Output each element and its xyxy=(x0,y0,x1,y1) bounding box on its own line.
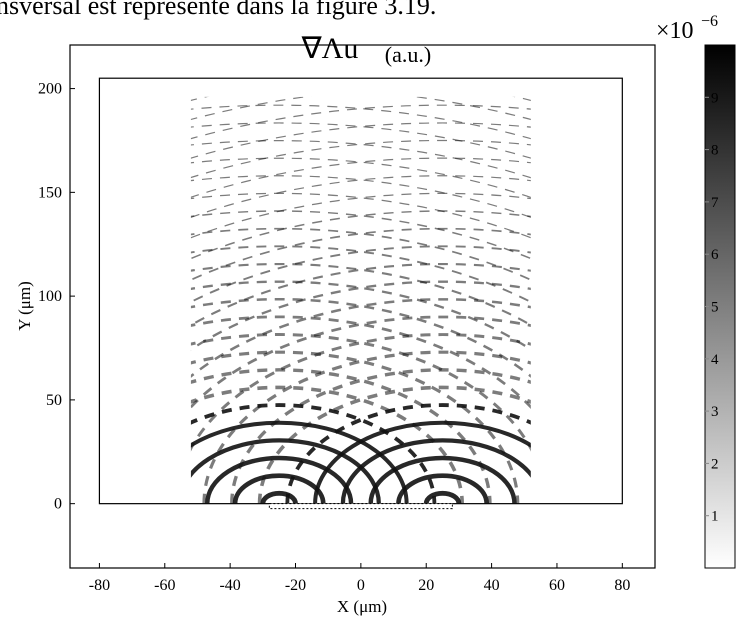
wavefront xyxy=(190,157,531,198)
chart-title: ∇Λu xyxy=(301,32,359,65)
wavefront xyxy=(190,315,531,410)
wavefront xyxy=(190,297,531,378)
x-tick-label: -80 xyxy=(89,577,110,594)
wavefront xyxy=(190,420,409,504)
wavefront xyxy=(412,96,531,121)
wavefront xyxy=(190,192,531,239)
wavefront xyxy=(190,350,520,504)
colorbar-tick-label: 9 xyxy=(711,90,719,106)
wavefront xyxy=(190,280,531,352)
plot-area xyxy=(69,44,656,569)
wavefront xyxy=(232,473,326,504)
wavefront xyxy=(190,122,531,159)
y-tick-label: 0 xyxy=(54,496,62,513)
wavefront xyxy=(190,333,531,452)
wavefront xyxy=(340,438,531,504)
x-tick-label: 0 xyxy=(357,577,365,594)
wavefront xyxy=(190,245,531,304)
wavefront xyxy=(423,490,462,504)
colorbar-tick-label: 1 xyxy=(711,509,719,525)
title-unit: (a.u.) xyxy=(385,42,431,67)
x-tick-label: -60 xyxy=(154,577,175,594)
wavefront xyxy=(190,228,531,281)
wavefront xyxy=(368,455,517,504)
wavefront xyxy=(396,473,490,504)
wavefront xyxy=(190,385,464,504)
wavefront xyxy=(190,438,381,504)
colorbar-exponent: −6 xyxy=(701,13,718,30)
wavefront xyxy=(190,403,437,504)
wavefront xyxy=(190,175,531,219)
colorbar-tick-label: 3 xyxy=(711,404,719,420)
x-tick-label: -20 xyxy=(285,577,306,594)
wavefront xyxy=(190,262,531,327)
wavefront xyxy=(230,368,531,504)
body-text: nsversal est représenté dans la figure 3… xyxy=(0,0,436,20)
wavefront xyxy=(190,139,531,179)
x-tick-label: 40 xyxy=(484,577,500,594)
wavefront xyxy=(190,104,531,140)
wavefront xyxy=(190,262,531,327)
wavefront xyxy=(205,455,354,504)
wavefront xyxy=(190,139,531,179)
wavefront xyxy=(190,297,531,378)
wavefront xyxy=(257,385,531,504)
colorbar-tick-label: 8 xyxy=(711,143,719,159)
wavefront xyxy=(190,280,531,352)
y-axis-label: Y (μm) xyxy=(15,281,34,331)
x-tick-label: 20 xyxy=(418,577,434,594)
wavefront xyxy=(190,227,531,281)
x-tick-label: -40 xyxy=(219,577,240,594)
colorbar-tick-label: 6 xyxy=(711,247,719,263)
wavefront xyxy=(190,96,310,121)
wavefront xyxy=(190,175,531,218)
x-axis-label: X (μm) xyxy=(337,597,387,616)
y-tick-label: 150 xyxy=(38,184,62,201)
colorbar-multiplier: ×10 xyxy=(656,18,694,44)
wavefront xyxy=(313,420,531,504)
wavefront xyxy=(190,368,492,504)
field-pattern xyxy=(190,96,531,504)
wavefront xyxy=(190,104,531,140)
wavefront xyxy=(260,490,298,504)
y-tick-label: 200 xyxy=(38,81,62,98)
wavefront xyxy=(190,333,531,452)
wavefront xyxy=(190,192,531,239)
transducer xyxy=(268,503,453,510)
colorbar xyxy=(704,44,736,569)
wavefront xyxy=(190,157,531,198)
wavefront xyxy=(190,245,531,304)
wavefront xyxy=(285,403,531,504)
wavefront xyxy=(190,210,531,260)
y-tick-label: 50 xyxy=(46,392,62,409)
colorbar-tick-label: 2 xyxy=(711,456,719,472)
colorbar-tick-label: 5 xyxy=(711,300,719,316)
wavefront xyxy=(202,350,531,504)
x-tick-label: 80 xyxy=(614,577,630,594)
colorbar-tick-label: 4 xyxy=(711,352,719,368)
y-tick-label: 100 xyxy=(38,288,62,305)
wavefront xyxy=(190,122,531,159)
colorbar-tick-label: 7 xyxy=(711,195,719,211)
wavefront xyxy=(190,315,531,410)
x-tick-label: 60 xyxy=(549,577,565,594)
